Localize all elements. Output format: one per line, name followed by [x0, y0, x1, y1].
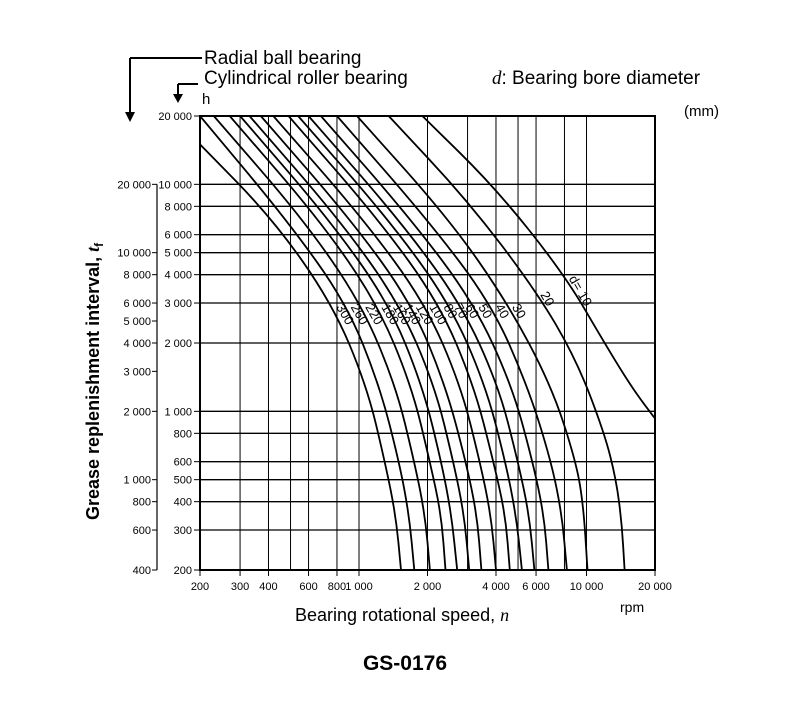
y-tick-label-roller: 3 000 — [164, 298, 192, 310]
y-tick-label-ball: 600 — [133, 525, 151, 537]
y-axis-subscript: f — [92, 242, 106, 247]
legend-cylindrical-roller: Cylindrical roller bearing h — [173, 68, 408, 108]
x-axis-unit: rpm — [620, 599, 644, 615]
y-tick-label-ball: 8 000 — [123, 270, 151, 282]
y-ticks-roller: 200 300 400 500 600 800 1 000 2 000 3 000 4 000 5 … — [158, 111, 200, 577]
x-tick-label: 1 000 — [345, 581, 373, 593]
series-line-d260 — [199, 115, 416, 571]
x-tick-label: 200 — [191, 581, 209, 593]
x-tick-label: 10 000 — [570, 581, 604, 593]
x-tick-label: 300 — [231, 581, 249, 593]
y-tick-label-roller: 2 000 — [164, 338, 192, 350]
curve-label-d40: 40 — [492, 301, 512, 321]
x-tick-label: 2 000 — [414, 581, 442, 593]
legend-radial-ball-label: Radial ball bearing — [204, 48, 361, 69]
y-tick-label-ball: 4 000 — [123, 338, 151, 350]
y-tick-label-roller: 20 000 — [158, 111, 192, 123]
series-line-d140 — [248, 115, 471, 571]
y-axis-title: Grease replenishment interval, tf — [83, 242, 106, 520]
y-tick-label-roller: 6 000 — [164, 230, 192, 242]
series-line-d20 — [388, 115, 626, 571]
arrow-down-icon — [125, 112, 135, 122]
y-tick-label-roller: 4 000 — [164, 270, 192, 282]
series-line-d220 — [213, 115, 431, 571]
curve-label-d60: 60 — [462, 301, 482, 321]
x-axis-title: Bearing rotational speed, n — [295, 605, 509, 625]
y-tick-label-ball: 800 — [133, 497, 151, 509]
y-tick-label-roller: 400 — [174, 497, 192, 509]
y-tick-label-roller: 300 — [174, 525, 192, 537]
y-tick-label-ball: 10 000 — [117, 248, 151, 260]
y-axis-variable: t — [83, 246, 103, 252]
series-line-d180 — [229, 115, 447, 571]
series-line-d40 — [336, 115, 568, 571]
series-line-d80 — [287, 115, 511, 571]
y-tick-label-ball: 1 000 — [123, 475, 151, 487]
x-tick-label: 4 000 — [482, 581, 510, 593]
series-line-d30 — [356, 115, 589, 571]
y-tick-label-ball: 5 000 — [123, 316, 151, 328]
y-tick-label-roller: 10 000 — [158, 179, 192, 191]
series-line-d10 — [421, 115, 656, 420]
y-tick-label-roller: 800 — [174, 428, 192, 440]
series-line-d120 — [260, 115, 483, 571]
y-tick-label-roller: 8 000 — [164, 201, 192, 213]
x-tick-label: 6 000 — [522, 581, 550, 593]
curve-label-d50: 50 — [475, 301, 495, 321]
x-tick-label: 800 — [328, 581, 346, 593]
bore-diameter-text: : Bearing bore diameter — [502, 68, 701, 89]
curve-label-d80: 80 — [441, 301, 461, 321]
y-axis-title-text: Grease replenishment interval, — [83, 252, 103, 520]
x-axis-title-text: Bearing rotational speed, — [295, 605, 500, 625]
series-line-d60 — [307, 115, 536, 571]
series-line-d70 — [297, 115, 523, 571]
curve-label-d70: 70 — [451, 301, 471, 321]
x-tick-label: 20 000 — [638, 581, 672, 593]
x-tick-label: 400 — [259, 581, 277, 593]
y-tick-label-roller: 500 — [174, 475, 192, 487]
series-line-d300 — [199, 143, 402, 571]
x-tick-label: 600 — [299, 581, 317, 593]
series-line-d100 — [272, 115, 497, 571]
x-axis-variable: n — [500, 605, 509, 625]
y-tick-label-roller: 600 — [174, 457, 192, 469]
curve-label-d20: 20 — [537, 289, 557, 309]
y-tick-label-ball: 6 000 — [123, 298, 151, 310]
y-tick-label-ball: 2 000 — [123, 406, 151, 418]
series-line-d160 — [239, 115, 459, 571]
bore-diameter-note: d: Bearing bore diameter — [492, 68, 701, 89]
y-tick-label-ball: 3 000 — [123, 366, 151, 378]
curve-label-d30: 30 — [509, 301, 529, 321]
curves — [199, 115, 656, 571]
y-tick-label-roller: 5 000 — [164, 248, 192, 260]
series-line-d50 — [320, 115, 550, 571]
y-ticks-ball: 400 600 800 1 000 2 000 3 000 4 000 5 000 6 000 8… — [117, 179, 158, 577]
unit-mm-label: (mm) — [684, 103, 719, 120]
legend-cylindrical-roller-label: Cylindrical roller bearing — [204, 68, 408, 89]
x-ticks: 200 300 400 600 800 1 000 2 000 4 000 6 000 10 00… — [191, 570, 672, 593]
y-tick-label-roller: 200 — [174, 565, 192, 577]
arrow-down-icon — [173, 94, 183, 103]
y-tick-label-ball: 20 000 — [117, 179, 151, 191]
figure-id: GS-0176 — [363, 652, 447, 675]
unit-h-label: h — [202, 91, 210, 108]
legend-radial-ball: Radial ball bearing — [125, 48, 361, 122]
d-symbol: d — [492, 68, 502, 89]
y-tick-label-roller: 1 000 — [164, 406, 192, 418]
y-tick-label-ball: 400 — [133, 565, 151, 577]
